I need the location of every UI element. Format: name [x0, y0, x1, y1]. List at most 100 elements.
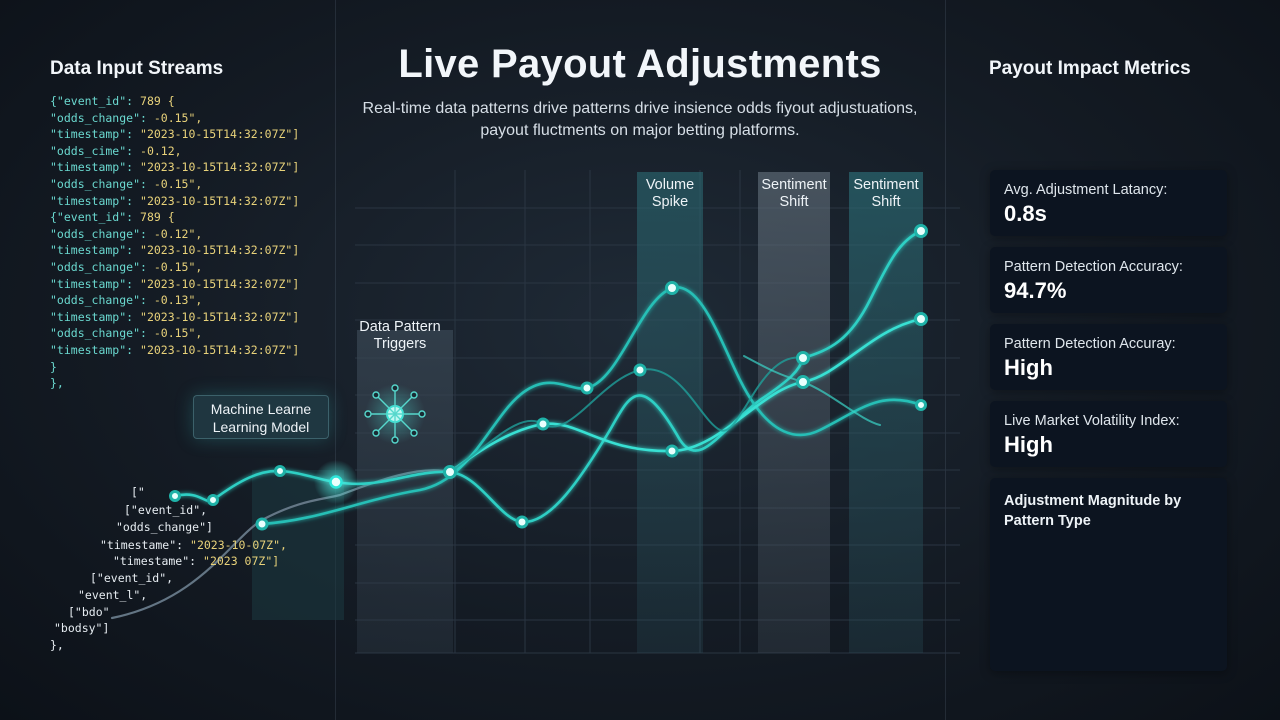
stream-line: "timestamp": "2023-10-15T14:32:07Z"] [50, 242, 299, 259]
curved-json-line: "timestame": "2023-10-07Z", [100, 538, 287, 552]
data-node [515, 515, 529, 529]
curved-json-key: ["event_id", [124, 503, 208, 517]
bar-chart-title: Adjustment Magnitude by Pattern Type [1004, 491, 1181, 531]
metric-card-latency: Avg. Adjustment Latancy: 0.8s [990, 170, 1227, 236]
stream-key: "odds_change": [50, 326, 154, 341]
stream-line: "timestamp": "2023-10-15T14:32:07Z"] [50, 126, 299, 143]
stream-line: "timestamp": "2023-10-15T14:32:07Z"] [50, 342, 299, 359]
band-label-line-1: Sentiment [853, 177, 919, 193]
curved-json-value: "2023 07Z"] [203, 554, 280, 568]
curved-json-value: "2023-10-07Z", [190, 538, 287, 552]
curved-json-key: ["event_id", [90, 571, 174, 585]
metric-card-volatility-index: Live Market Volatility Index: High [990, 401, 1227, 467]
stream-line: }, [50, 375, 299, 392]
data-node [255, 517, 269, 531]
data-node [665, 281, 679, 295]
data-node [169, 490, 181, 502]
curved-json-line: ["event_id", [124, 503, 207, 517]
metric-label: Avg. Adjustment Latancy: [1004, 182, 1168, 198]
subtitle-line-2: payout fluctments on major betting platf… [480, 122, 800, 139]
stream-line: "odds_change": -0.15", [50, 325, 299, 342]
stream-value: -0.12, [140, 143, 182, 158]
stream-value: "2023-10-15T14:32:07Z"] [140, 342, 300, 357]
curved-json-line: }, [50, 638, 64, 652]
stream-value: -0.15", [153, 259, 203, 274]
stream-line: "odds_change": -0.12", [50, 226, 299, 243]
stream-key: "odds_change": [50, 110, 154, 125]
curved-json-line: "event_l", [78, 588, 147, 602]
data-input-stream-code: {"event_id": 789 {"odds_change": -0.15",… [50, 93, 299, 392]
curved-json-key: "timestame": [100, 538, 191, 552]
stream-key: "odds_change": [50, 293, 154, 308]
band-label-line-2: Shift [871, 194, 901, 210]
curved-json-line: ["event_id", [90, 571, 173, 585]
metric-value: High [1004, 355, 1053, 380]
metric-label: Pattern Detection Accuracy: [1004, 259, 1183, 275]
stream-value: "2023-10-15T14:32:07Z"] [140, 243, 300, 258]
stream-value: "2023-10-15T14:32:07Z"] [140, 160, 300, 175]
bar-title-line-2: Pattern Type [1004, 513, 1091, 529]
stream-value: -0.15", [153, 326, 203, 341]
trigger-label-line-2: Triggers [373, 336, 427, 352]
sentiment-shift-label-1: Sentiment Shift [752, 177, 836, 211]
data-node [536, 417, 550, 431]
metric-label: Pattern Detection Accuray: [1004, 336, 1176, 352]
data-node [633, 363, 647, 377]
data-node [207, 494, 219, 506]
stream-value: 789 { [140, 210, 175, 225]
curved-json-key: "event_l", [78, 588, 148, 602]
metric-label: Live Market Volatility Index: [1004, 413, 1180, 429]
metric-value: High [1004, 432, 1053, 457]
stream-line: } [50, 359, 299, 376]
stream-line: "odds_change": -0.15", [50, 110, 299, 127]
data-node [914, 312, 928, 326]
stream-line: "timestamp": "2023-10-15T14:32:07Z"] [50, 276, 299, 293]
stream-line: "timestamp": "2023-10-15T14:32:07Z"] [50, 193, 299, 210]
stream-key: "timestamp": [50, 160, 141, 175]
subtitle-line-1: Real-time data patterns drive patterns d… [362, 100, 918, 117]
data-input-streams-heading: Data Input Streams [50, 58, 224, 79]
stream-key: "timestamp": [50, 342, 141, 357]
stream-value: -0.13", [153, 293, 203, 308]
stream-key: {"event_id": [50, 210, 141, 225]
sentiment-shift-band-1 [758, 172, 830, 653]
stream-key: "timestamp": [50, 193, 141, 208]
trigger-label-line-1: Data Pattern [359, 319, 441, 335]
stream-line: "odds_change": -0.15", [50, 259, 299, 276]
sentiment-shift-band-2 [849, 172, 923, 653]
curved-json-key: "odds_change"] [116, 520, 213, 534]
band-label-line-2: Spike [651, 194, 689, 210]
bar-chart-card: Adjustment Magnitude by Pattern Type [990, 478, 1227, 671]
data-node [914, 224, 928, 238]
data-node [796, 351, 810, 365]
stream-line: "timestamp": "2023-10-15T14:32:07Z"] [50, 309, 299, 326]
input-stream-curve [110, 469, 452, 620]
page-subtitle: Real-time data patterns drive patterns d… [340, 98, 940, 142]
stream-key: "timestamp": [50, 127, 141, 142]
data-node [443, 465, 457, 479]
curved-json-key: }, [50, 638, 64, 652]
right-divider [945, 0, 946, 720]
stream-value: 789 { [140, 94, 175, 108]
ml-label-line-2: Learning Model [212, 419, 310, 435]
metric-value: 94.7% [1004, 278, 1067, 303]
stream-line: "timestamp": "2023-10-15T14:32:07Z"] [50, 159, 299, 176]
stream-key: "odds_cime": [50, 143, 141, 158]
stream-value: -0.15", [153, 176, 203, 191]
stream-key: "odds_change": [50, 226, 154, 241]
curved-json-key: "timestame": [113, 554, 204, 568]
main-curve [260, 286, 923, 526]
left-divider [335, 0, 336, 720]
data-pattern-band [357, 330, 453, 653]
data-node [665, 444, 679, 458]
data-node [274, 465, 286, 477]
stream-line: {"event_id": 789 { [50, 209, 299, 226]
stream-value: "2023-10-15T14:32:07Z"] [140, 309, 300, 324]
stream-key: } [50, 359, 57, 374]
machine-learning-model-label: Machine Learne Learning Model [193, 395, 329, 439]
stream-key: "timestamp": [50, 243, 141, 258]
metric-card-detection-accuracy: Pattern Detection Accuracy: 94.7% [990, 247, 1227, 313]
curved-json-line: "odds_change"] [116, 520, 213, 534]
band-label-line-1: Volume [645, 177, 695, 193]
data-pattern-triggers-label: Data Pattern Triggers [345, 319, 455, 353]
